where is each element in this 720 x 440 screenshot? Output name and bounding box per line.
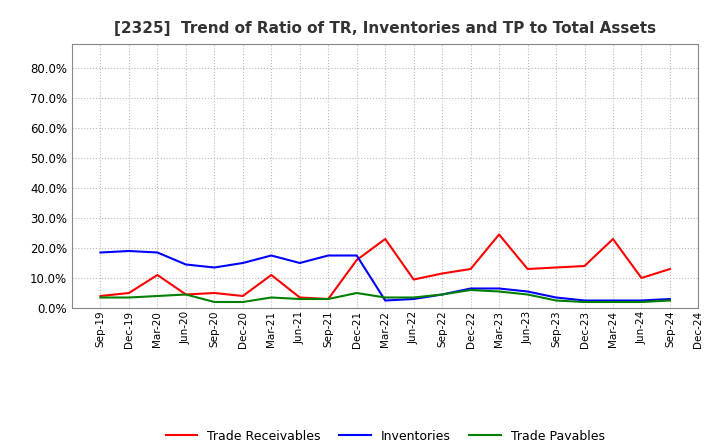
Trade Payables (495, 289, 503, 294)
Trade Receivables (637, 275, 646, 281)
Inventories (438, 292, 446, 297)
Trade Payables (665, 298, 674, 303)
Inventories (467, 286, 475, 291)
Trade Receivables (410, 277, 418, 282)
Trade Receivables (467, 266, 475, 271)
Trade Receivables (608, 236, 617, 242)
Inventories (96, 250, 105, 255)
Inventories (238, 260, 247, 266)
Trade Receivables (580, 264, 589, 269)
Trade Payables (410, 295, 418, 300)
Inventories (210, 265, 219, 270)
Trade Receivables (153, 272, 162, 278)
Trade Payables (153, 293, 162, 299)
Inventories (267, 253, 276, 258)
Trade Receivables (352, 257, 361, 263)
Inventories (523, 289, 532, 294)
Trade Receivables (552, 265, 560, 270)
Inventories (495, 286, 503, 291)
Trade Payables (181, 292, 190, 297)
Title: [2325]  Trend of Ratio of TR, Inventories and TP to Total Assets: [2325] Trend of Ratio of TR, Inventories… (114, 21, 656, 36)
Trade Receivables (438, 271, 446, 276)
Line: Trade Payables: Trade Payables (101, 290, 670, 302)
Trade Receivables (495, 232, 503, 237)
Trade Payables (580, 299, 589, 304)
Trade Payables (267, 295, 276, 300)
Inventories (295, 260, 304, 266)
Inventories (153, 250, 162, 255)
Inventories (665, 297, 674, 302)
Inventories (352, 253, 361, 258)
Trade Payables (96, 295, 105, 300)
Trade Payables (637, 299, 646, 304)
Inventories (637, 298, 646, 303)
Trade Payables (438, 292, 446, 297)
Line: Inventories: Inventories (101, 251, 670, 301)
Trade Payables (523, 292, 532, 297)
Trade Payables (238, 299, 247, 304)
Trade Receivables (665, 266, 674, 271)
Trade Receivables (238, 293, 247, 299)
Trade Receivables (125, 290, 133, 296)
Inventories (181, 262, 190, 267)
Legend: Trade Receivables, Inventories, Trade Payables: Trade Receivables, Inventories, Trade Pa… (161, 425, 610, 440)
Inventories (125, 248, 133, 253)
Trade Receivables (267, 272, 276, 278)
Inventories (324, 253, 333, 258)
Trade Payables (324, 297, 333, 302)
Line: Trade Receivables: Trade Receivables (101, 235, 670, 299)
Inventories (608, 298, 617, 303)
Trade Payables (125, 295, 133, 300)
Inventories (381, 298, 390, 303)
Trade Payables (381, 295, 390, 300)
Trade Receivables (210, 290, 219, 296)
Trade Payables (552, 298, 560, 303)
Trade Payables (467, 287, 475, 293)
Trade Payables (608, 299, 617, 304)
Trade Receivables (381, 236, 390, 242)
Trade Receivables (523, 266, 532, 271)
Trade Payables (210, 299, 219, 304)
Trade Receivables (324, 297, 333, 302)
Trade Receivables (96, 293, 105, 299)
Trade Payables (352, 290, 361, 296)
Inventories (552, 295, 560, 300)
Inventories (410, 297, 418, 302)
Inventories (580, 298, 589, 303)
Trade Receivables (295, 295, 304, 300)
Trade Payables (295, 297, 304, 302)
Trade Receivables (181, 292, 190, 297)
